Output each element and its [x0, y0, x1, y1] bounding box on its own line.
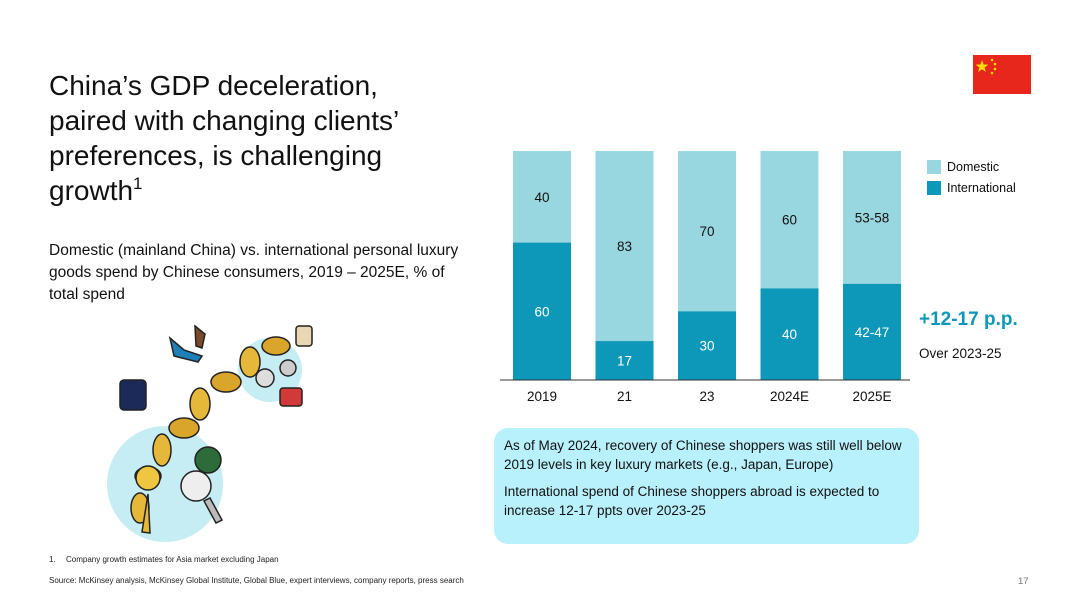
chain-link [189, 387, 211, 421]
footnote-number: 1. [49, 555, 56, 564]
x-tick-label: 2019 [527, 389, 557, 404]
footnote: 1. Company growth estimates for Asia mark… [49, 555, 279, 564]
callout-text-2: International spend of Chinese shoppers … [504, 484, 880, 518]
charm-shoe [194, 324, 206, 349]
charm-sun [135, 465, 161, 491]
growth-delta-caption: Over 2023-25 [919, 346, 1002, 361]
data-label-international: 17 [617, 354, 632, 369]
legend-item-domestic: Domestic [927, 156, 1016, 177]
flag-big-star [975, 60, 989, 72]
bar-domestic [843, 151, 901, 284]
bar-domestic [595, 151, 654, 342]
bar-domestic [678, 151, 736, 312]
data-label-domestic: 60 [782, 213, 797, 228]
data-label-domestic: 83 [617, 239, 632, 254]
charm-key-gold [141, 493, 151, 534]
footnote-text: Company growth estimates for Asia market… [66, 555, 279, 564]
slide-title: China’s GDP deceleration, paired with ch… [49, 68, 409, 208]
data-label-international: 40 [782, 327, 797, 342]
x-tick-label: 21 [617, 389, 632, 404]
chain-link [168, 417, 200, 439]
source-note: Source: McKinsey analysis, McKinsey Glob… [49, 576, 464, 585]
bar-international [760, 288, 819, 380]
chain-link [261, 336, 291, 356]
chart-legend: Domestic International [927, 156, 1016, 198]
charm-ring [255, 368, 275, 388]
bar-domestic [513, 151, 571, 243]
charm-handbag-beige [295, 325, 313, 347]
page-number: 17 [1018, 576, 1029, 587]
data-label-international: 60 [534, 304, 549, 319]
legend-item-international: International [927, 177, 1016, 198]
x-tick-label: 2024E [770, 389, 809, 404]
china-flag-icon [973, 55, 1031, 94]
flag-small-star-3 [993, 67, 997, 71]
legend-label-domestic: Domestic [947, 159, 1000, 174]
data-label-domestic: 40 [534, 190, 549, 205]
bar-domestic [760, 151, 819, 289]
chain-link [239, 346, 261, 378]
chart-subtitle: Domestic (mainland China) vs. internatio… [49, 242, 459, 303]
flag-small-star-4 [990, 71, 994, 75]
charm-coin [194, 446, 222, 474]
charm-boot [168, 335, 204, 363]
legend-label-international: International [947, 180, 1016, 195]
flag-field [973, 55, 1031, 94]
bar-international [678, 311, 736, 380]
flag-small-star-1 [990, 58, 994, 62]
stacked-bar-chart: 40 60 2019 83 17 21 70 30 23 60 40 2024E 53-58 42-47 2… [500, 151, 910, 404]
chain-link [152, 433, 172, 467]
charm-jacket [119, 379, 147, 411]
data-label-international: 42-47 [855, 325, 890, 340]
luxury-charm-chain-illustration [107, 324, 313, 542]
charm-handbag-red [279, 387, 303, 407]
bar-international [843, 283, 901, 380]
data-label-domestic: 53-58 [855, 210, 890, 225]
legend-swatch-international [927, 180, 941, 195]
bar-international [595, 341, 654, 380]
charm-ring [279, 359, 297, 377]
insight-callout: As of May 2024, recovery of Chinese shop… [494, 428, 919, 544]
flag-small-star-2 [993, 62, 997, 66]
x-tick-label: 23 [699, 389, 714, 404]
legend-swatch-domestic [927, 159, 941, 174]
growth-delta-value: +12-17 p.p. [919, 309, 1018, 330]
data-label-international: 30 [699, 339, 714, 354]
charm-key [202, 497, 224, 524]
bar-international [513, 242, 571, 380]
x-tick-label: 2025E [852, 389, 891, 404]
chain-link [210, 371, 242, 393]
slide-title-text: China’s GDP deceleration, paired with ch… [49, 70, 399, 206]
callout-text-1: As of May 2024, recovery of Chinese shop… [504, 438, 902, 472]
data-label-domestic: 70 [699, 224, 714, 239]
title-footnote-marker: 1 [133, 174, 143, 193]
charm-coin [180, 470, 212, 502]
